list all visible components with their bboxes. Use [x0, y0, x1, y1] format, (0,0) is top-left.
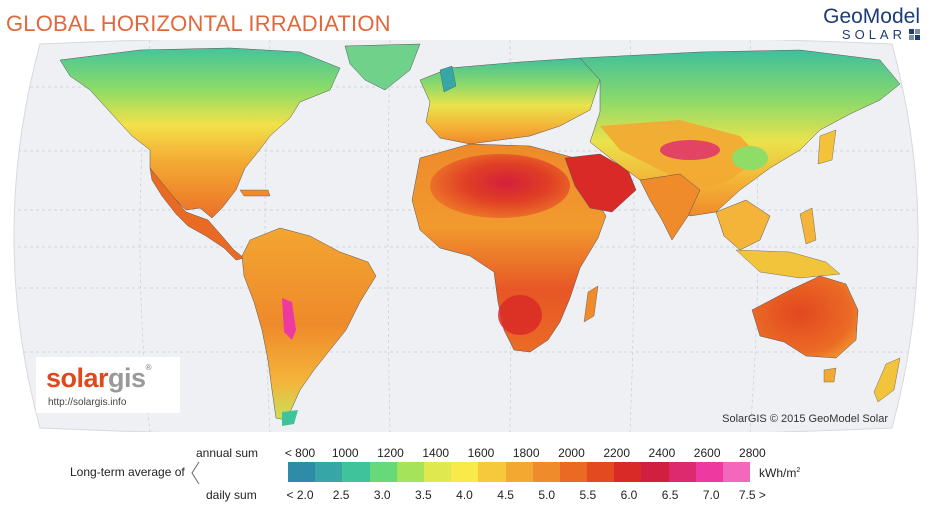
annual-tick-label: < 800 — [284, 446, 316, 460]
legend-swatch — [478, 462, 506, 482]
daily-tick-label: 7.0 — [702, 488, 720, 502]
daily-tick-label: 6.5 — [661, 488, 679, 502]
central-america-region — [149, 167, 245, 261]
logo-bottom-row: SOLAR — [823, 27, 920, 42]
annual-tick-label: 1800 — [512, 446, 540, 460]
daily-sum-label: daily sum — [206, 488, 257, 502]
unit-label: kWh/m2 — [759, 466, 801, 480]
logo-bottom-text: SOLAR — [841, 27, 906, 42]
annual-tick-label: 1600 — [467, 446, 495, 460]
india-region — [639, 173, 701, 241]
annual-tick-labels: < 800 1000 1200 1400 1600 1800 2000 2200 2400 260… — [0, 446, 932, 462]
annual-tick-label: 2200 — [603, 446, 631, 460]
legend-swatch — [559, 462, 588, 482]
legend-swatch — [723, 462, 751, 482]
legend-swatch — [423, 462, 452, 482]
copyright-notice: SolarGIS © 2015 GeoModel Solar — [722, 413, 888, 425]
annual-tick-label: 1400 — [422, 446, 450, 460]
solargis-logo: solargis® — [46, 363, 152, 393]
geomodel-logo: GeoModel SOLAR — [823, 5, 920, 42]
southeast-asia-region — [715, 199, 771, 251]
legend-swatch — [668, 462, 696, 482]
logo-grid-icon — [909, 29, 920, 40]
greenland-region — [344, 43, 421, 91]
annual-tick-label: 1200 — [377, 446, 404, 460]
annual-sum-label: annual sum — [196, 446, 259, 460]
solargis-logo-box: solargis® http://solargis.info — [36, 357, 180, 413]
legend-swatch — [288, 462, 316, 482]
legend-swatch — [587, 462, 615, 482]
daily-tick-label: 3.5 — [415, 488, 432, 502]
arabia-region — [564, 153, 637, 213]
daily-tick-label: 3.0 — [373, 488, 391, 502]
legend-color-bar — [288, 462, 751, 482]
annual-tick-label: 2600 — [693, 446, 721, 460]
annual-tick-label: 2800 — [739, 446, 766, 460]
daily-tick-label: 5.0 — [538, 488, 556, 502]
annual-tick-label: 2400 — [648, 446, 676, 460]
legend-swatch — [315, 462, 343, 482]
europe-region — [419, 57, 601, 145]
legend-swatch — [532, 462, 560, 482]
daily-tick-labels: < 2.0 2.5 3.0 3.5 4.0 4.5 5.0 5.5 6.0 6.5 7.0 7.5 > — [0, 488, 932, 504]
irradiation-world-map[interactable] — [0, 40, 932, 432]
daily-tick-label: 5.5 — [579, 488, 597, 502]
map-title: GLOBAL HORIZONTAL IRRADIATION — [6, 11, 391, 36]
legend-swatch — [342, 462, 370, 482]
annual-tick-label: 2000 — [558, 446, 585, 460]
legend-swatch — [614, 462, 642, 482]
legend-swatch — [641, 462, 669, 482]
daily-tick-label: 6.0 — [620, 488, 638, 502]
australia-region — [751, 275, 859, 359]
sahara-hotspot — [430, 154, 570, 218]
legend-swatch — [695, 462, 723, 482]
world-map-svg — [13, 40, 919, 432]
north-america-region — [59, 47, 341, 219]
solargis-url-link[interactable]: http://solargis.info — [48, 397, 127, 408]
daily-tick-label: 4.5 — [497, 488, 514, 502]
legend-swatch — [396, 462, 424, 482]
legend-swatch — [505, 462, 533, 482]
daily-tick-label: 4.0 — [456, 488, 473, 502]
daily-tick-label: < 2.0 — [286, 488, 314, 502]
bracket-icon — [191, 461, 200, 485]
logo-top-text: GeoModel — [823, 5, 920, 28]
annual-tick-label: 1000 — [331, 446, 359, 460]
legend-swatch — [451, 462, 479, 482]
long-term-average-label: Long-term average of — [70, 465, 185, 479]
daily-tick-label: 2.5 — [332, 488, 350, 502]
asia-region — [579, 49, 901, 217]
south-america-region — [241, 227, 377, 421]
daily-tick-label: 7.5 > — [738, 488, 766, 502]
legend-swatch — [369, 462, 397, 482]
